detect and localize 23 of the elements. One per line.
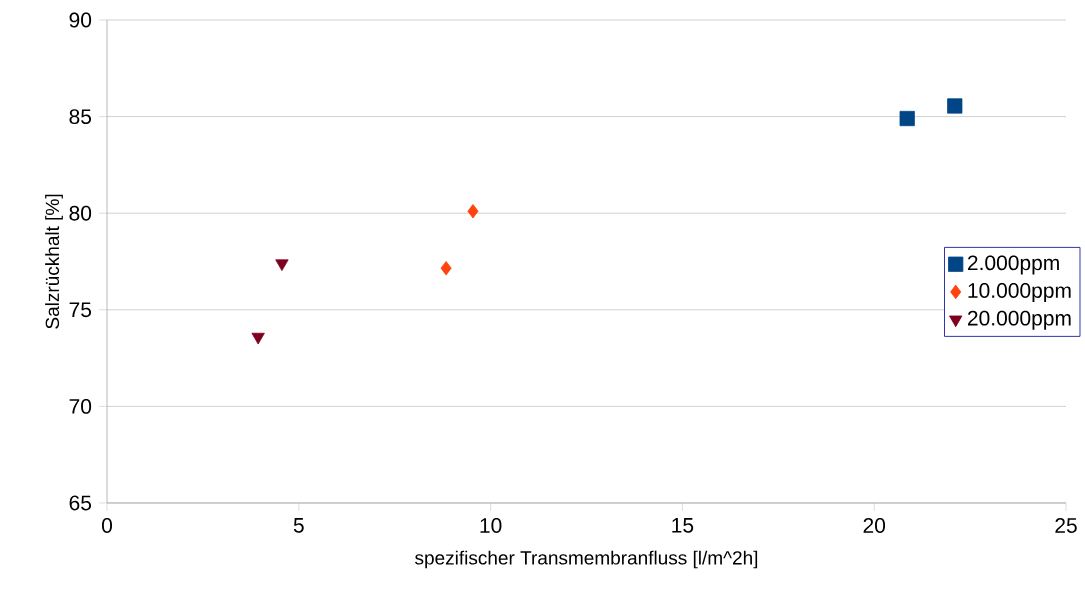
y-tick-label: 70: [69, 398, 92, 414]
point: [251, 332, 265, 345]
x-tick-label: 0: [101, 518, 113, 533]
point: [467, 204, 479, 219]
point: [947, 98, 963, 114]
x-tick-label: 10: [480, 518, 502, 533]
y-tick-label: 65: [69, 495, 92, 511]
x-axis-title: spezifischer Transmembranfluss [l/m^2h]: [415, 550, 758, 569]
y-tick-label: 85: [69, 109, 92, 125]
legend-label: 10.000ppm: [968, 283, 1071, 303]
legend-label: 2.000ppm: [967, 255, 1059, 275]
point: [275, 259, 289, 272]
x-tick-label: 25: [1055, 518, 1077, 533]
y-tick-label: 80: [69, 205, 92, 221]
x-tick-label: 15: [672, 518, 694, 533]
x-tick-label: 5: [293, 518, 304, 533]
y-tick-label: 90: [69, 12, 92, 28]
y-axis-title: Salzrückhalt [%]: [45, 194, 63, 329]
point: [899, 110, 915, 127]
x-tick-label: 20: [863, 518, 886, 533]
point: [440, 261, 452, 276]
legend-label: 20.000ppm: [967, 310, 1071, 330]
y-tick-label: 75: [69, 302, 92, 318]
